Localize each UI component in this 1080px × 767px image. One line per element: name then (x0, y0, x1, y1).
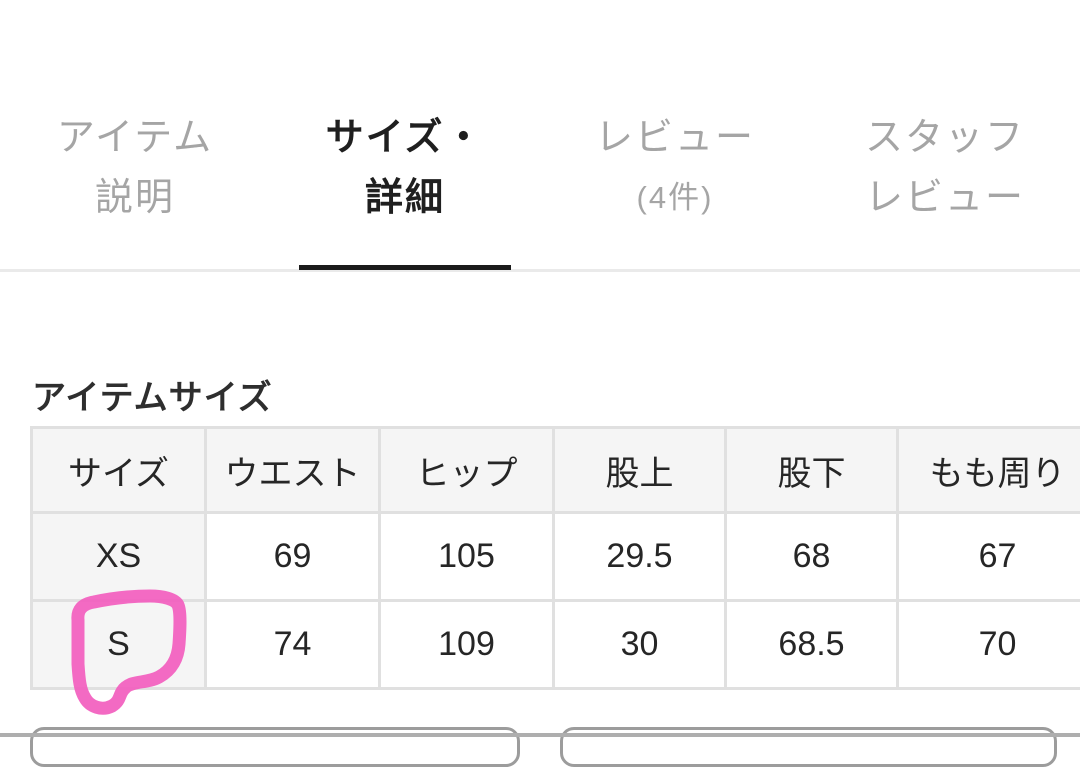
size-table-container: サイズ ウエスト ヒップ 股上 股下 もも周り XS 69 105 29.5 6… (30, 426, 1080, 690)
tab-staff-reviews[interactable]: スタッフ レビュー (810, 108, 1080, 240)
tab-reviews-count: (4件) (637, 168, 714, 228)
tab-item-description[interactable]: アイテム 説明 (0, 108, 270, 240)
cell-xs-thigh: 67 (898, 513, 1080, 601)
size-table-header-row: サイズ ウエスト ヒップ 股上 股下 もも周り (32, 428, 1080, 513)
table-row-s: S 74 109 30 68.5 70 (32, 601, 1080, 689)
cell-xs-hip: 105 (380, 513, 554, 601)
header-waist: ウエスト (206, 428, 380, 513)
header-rise: 股上 (554, 428, 726, 513)
bottom-divider (0, 733, 1080, 737)
cell-xs-inseam: 68 (726, 513, 898, 601)
tab-bar-divider (0, 269, 1080, 272)
size-table: サイズ ウエスト ヒップ 股上 股下 もも周り XS 69 105 29.5 6… (30, 426, 1080, 690)
cell-xs-rise: 29.5 (554, 513, 726, 601)
cell-s-rise: 30 (554, 601, 726, 689)
section-title-item-size: アイテムサイズ (32, 370, 273, 419)
tab-item-description-line1: アイテム (57, 108, 213, 168)
tab-size-details-line1: サイズ・ (326, 108, 485, 168)
cell-s-hip: 109 (380, 601, 554, 689)
cell-s-waist: 74 (206, 601, 380, 689)
cell-s-size: S (32, 601, 206, 689)
tab-staff-reviews-line2: レビュー (865, 168, 1025, 228)
cell-xs-size: XS (32, 513, 206, 601)
header-thigh: もも周り (898, 428, 1080, 513)
tab-staff-reviews-line1: スタッフ (865, 108, 1025, 168)
tab-size-details[interactable]: サイズ・ 詳細 (270, 108, 540, 240)
header-hip: ヒップ (380, 428, 554, 513)
tab-size-details-line2: 詳細 (365, 168, 445, 228)
tab-item-description-line2: 説明 (95, 168, 175, 228)
header-size: サイズ (32, 428, 206, 513)
table-row-xs: XS 69 105 29.5 68 67 (32, 513, 1080, 601)
tab-reviews-line1: レビュー (595, 108, 755, 168)
cell-s-inseam: 68.5 (726, 601, 898, 689)
header-inseam: 股下 (726, 428, 898, 513)
cell-s-thigh: 70 (898, 601, 1080, 689)
active-tab-underline (299, 265, 511, 270)
tab-bar: アイテム 説明 サイズ・ 詳細 レビュー (4件) スタッフ レビュー (0, 108, 1080, 240)
cell-xs-waist: 69 (206, 513, 380, 601)
tab-reviews[interactable]: レビュー (4件) (540, 108, 810, 240)
